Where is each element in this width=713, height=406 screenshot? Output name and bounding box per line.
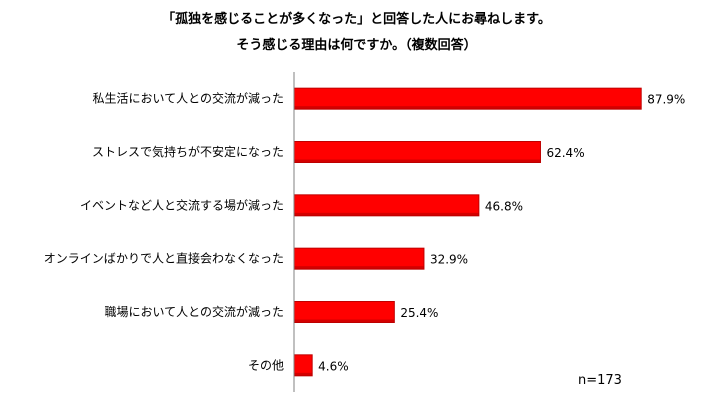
bar-shadow	[294, 159, 541, 163]
bar	[293, 194, 480, 217]
value-label: 4.6%	[318, 359, 349, 373]
bar	[293, 247, 425, 270]
category-label: イベントなど人と交流する場が減った	[80, 197, 284, 212]
bar-shadow	[294, 266, 424, 270]
bar-shadow	[294, 372, 313, 376]
bar	[293, 87, 642, 110]
bar	[293, 301, 395, 323]
bar-shadow	[294, 319, 395, 323]
value-label: 32.9%	[430, 253, 468, 267]
value-label: 46.8%	[485, 199, 523, 213]
value-label: 25.4%	[400, 306, 438, 320]
chart-subtitle: そう感じる理由は何ですか。（複数回答）	[236, 38, 477, 53]
category-label: オンラインばかりで人と直接会わなくなった	[44, 251, 284, 266]
category-label: 私生活において人との交流が減った	[92, 91, 284, 106]
bar-shadow	[294, 106, 642, 110]
bar	[293, 354, 313, 377]
value-label: 62.4%	[546, 146, 584, 160]
category-label: その他	[248, 358, 284, 372]
bar-shadow	[294, 212, 479, 216]
category-label: ストレスで気持ちが不安定になった	[92, 144, 284, 159]
value-label: 87.9%	[647, 93, 685, 107]
sample-size-note: n=173	[578, 373, 622, 388]
bar	[293, 141, 541, 163]
chart-title: 「孤独を感じることが多くなった」と回答した人にお尋ねします。	[162, 12, 551, 27]
category-label: 職場において人との交流が減った	[104, 304, 284, 319]
